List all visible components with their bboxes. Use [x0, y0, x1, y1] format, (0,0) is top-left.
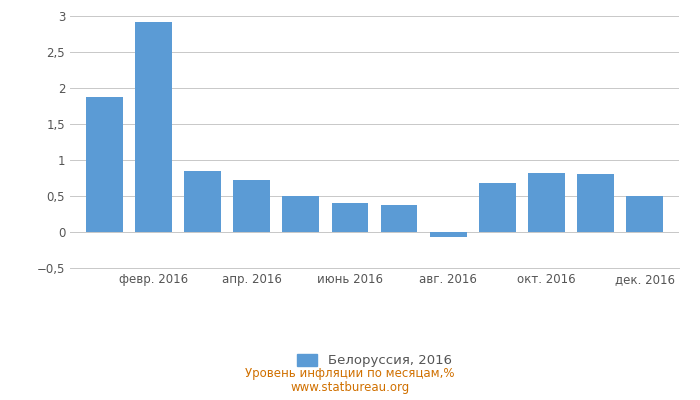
- Bar: [528, 173, 565, 232]
- Bar: [626, 196, 663, 232]
- Bar: [577, 174, 614, 232]
- Bar: [233, 180, 270, 232]
- Text: www.statbureau.org: www.statbureau.org: [290, 382, 410, 394]
- Bar: [381, 205, 417, 232]
- Bar: [135, 22, 172, 232]
- Bar: [332, 203, 368, 232]
- Bar: [282, 196, 319, 232]
- Text: Уровень инфляции по месяцам,%: Уровень инфляции по месяцам,%: [245, 368, 455, 380]
- Bar: [479, 183, 516, 232]
- Bar: [86, 97, 122, 232]
- Bar: [430, 232, 467, 237]
- Bar: [184, 171, 221, 232]
- Legend: Белоруссия, 2016: Белоруссия, 2016: [298, 354, 452, 367]
